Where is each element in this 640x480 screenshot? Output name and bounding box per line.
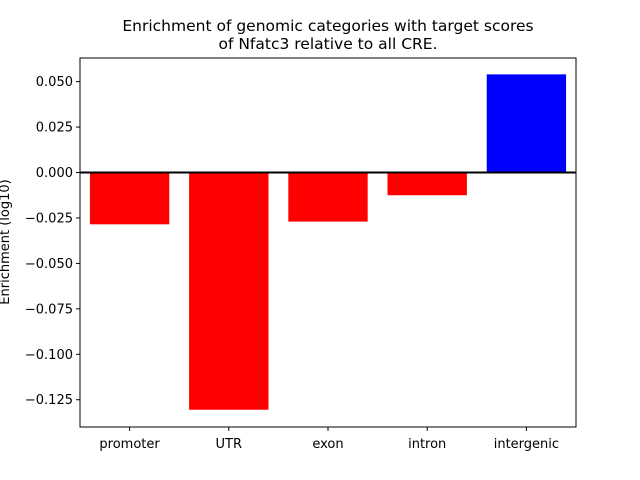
x-tick-label-exon: exon [312,437,343,452]
bar-intergenic [486,74,567,173]
x-tick-label-promoter: promoter [99,437,160,452]
y-tick-label: −0.025 [25,211,73,226]
chart-title-line-1: Enrichment of genomic categories with ta… [122,17,533,35]
bar-promoter [89,172,170,225]
bars-group [89,74,567,410]
bar-intron [387,172,467,196]
chart-title-line-2: of Nfatc3 relative to all CRE. [218,35,437,53]
bar-UTR [189,172,269,410]
y-axis: 0.050 0.025 0.000 −0.025 −0.050 −0.075 −0.100 −… [25,75,80,408]
x-tick-label-UTR: UTR [216,437,243,452]
y-tick-label: 0.000 [36,166,73,181]
y-tick-label: 0.050 [36,75,73,90]
x-tick-label-intron: intron [408,437,446,452]
bar-exon [288,172,368,222]
y-tick-label: 0.025 [36,121,73,136]
y-tick-label: −0.100 [25,348,73,363]
y-tick-label: −0.125 [25,393,73,408]
y-axis-label: Enrichment (log10) [0,179,13,304]
x-axis: promoter UTR exon intron intergenic [99,427,559,452]
x-tick-label-intergenic: intergenic [494,437,559,452]
y-tick-label: −0.075 [25,302,73,317]
y-tick-label: −0.050 [25,257,73,272]
